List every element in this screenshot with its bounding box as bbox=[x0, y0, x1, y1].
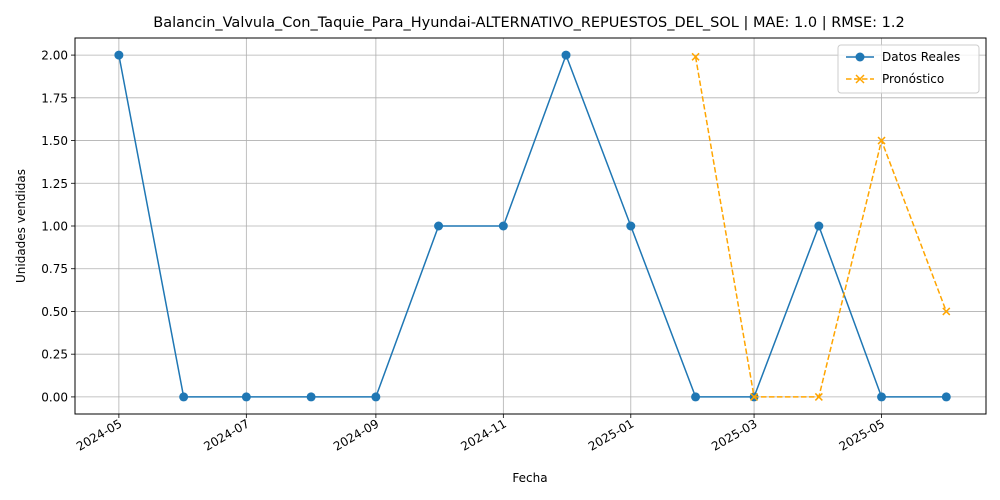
data-point bbox=[626, 221, 636, 231]
data-point bbox=[306, 392, 316, 402]
plot-frame bbox=[74, 37, 987, 415]
y-tick-label: 1.75 bbox=[41, 91, 68, 105]
data-point bbox=[814, 221, 824, 231]
data-point bbox=[814, 392, 823, 401]
data-point bbox=[691, 392, 701, 402]
y-tick-label: 1.50 bbox=[41, 134, 68, 148]
series-line-0 bbox=[118, 54, 947, 398]
data-point bbox=[179, 392, 189, 402]
y-tick-label: 0.00 bbox=[41, 390, 68, 404]
series-group bbox=[114, 50, 951, 402]
data-point bbox=[691, 52, 700, 61]
data-point bbox=[561, 50, 571, 60]
legend: Datos Reales Pronóstico bbox=[837, 44, 980, 94]
grid bbox=[75, 38, 986, 414]
legend-marker-datos-reales bbox=[855, 52, 865, 62]
legend-label-pronostico: Pronóstico bbox=[882, 72, 944, 86]
data-point bbox=[877, 136, 886, 145]
data-point bbox=[241, 392, 251, 402]
data-point bbox=[941, 392, 951, 402]
data-point bbox=[434, 221, 444, 231]
chart-title: Balancin_Valvula_Con_Taquie_Para_Hyundai… bbox=[153, 15, 904, 31]
legend-marker-pronostico bbox=[855, 74, 865, 84]
data-point bbox=[750, 392, 759, 401]
data-point bbox=[114, 50, 124, 60]
data-point bbox=[942, 307, 951, 316]
data-point bbox=[877, 392, 887, 402]
y-tick-label: 0.25 bbox=[41, 348, 68, 362]
y-axis-label: Unidades vendidas bbox=[14, 169, 28, 283]
legend-label-datos-reales: Datos Reales bbox=[882, 50, 960, 64]
x-axis-label: Fecha bbox=[512, 471, 547, 485]
data-point bbox=[498, 221, 508, 231]
y-tick-label: 1.25 bbox=[41, 177, 68, 191]
data-point bbox=[371, 392, 381, 402]
y-tick-label: 0.50 bbox=[41, 305, 68, 319]
y-tick-label: 1.00 bbox=[41, 220, 68, 234]
y-tick-label: 0.75 bbox=[41, 262, 68, 276]
y-tick-label: 2.00 bbox=[41, 49, 68, 63]
